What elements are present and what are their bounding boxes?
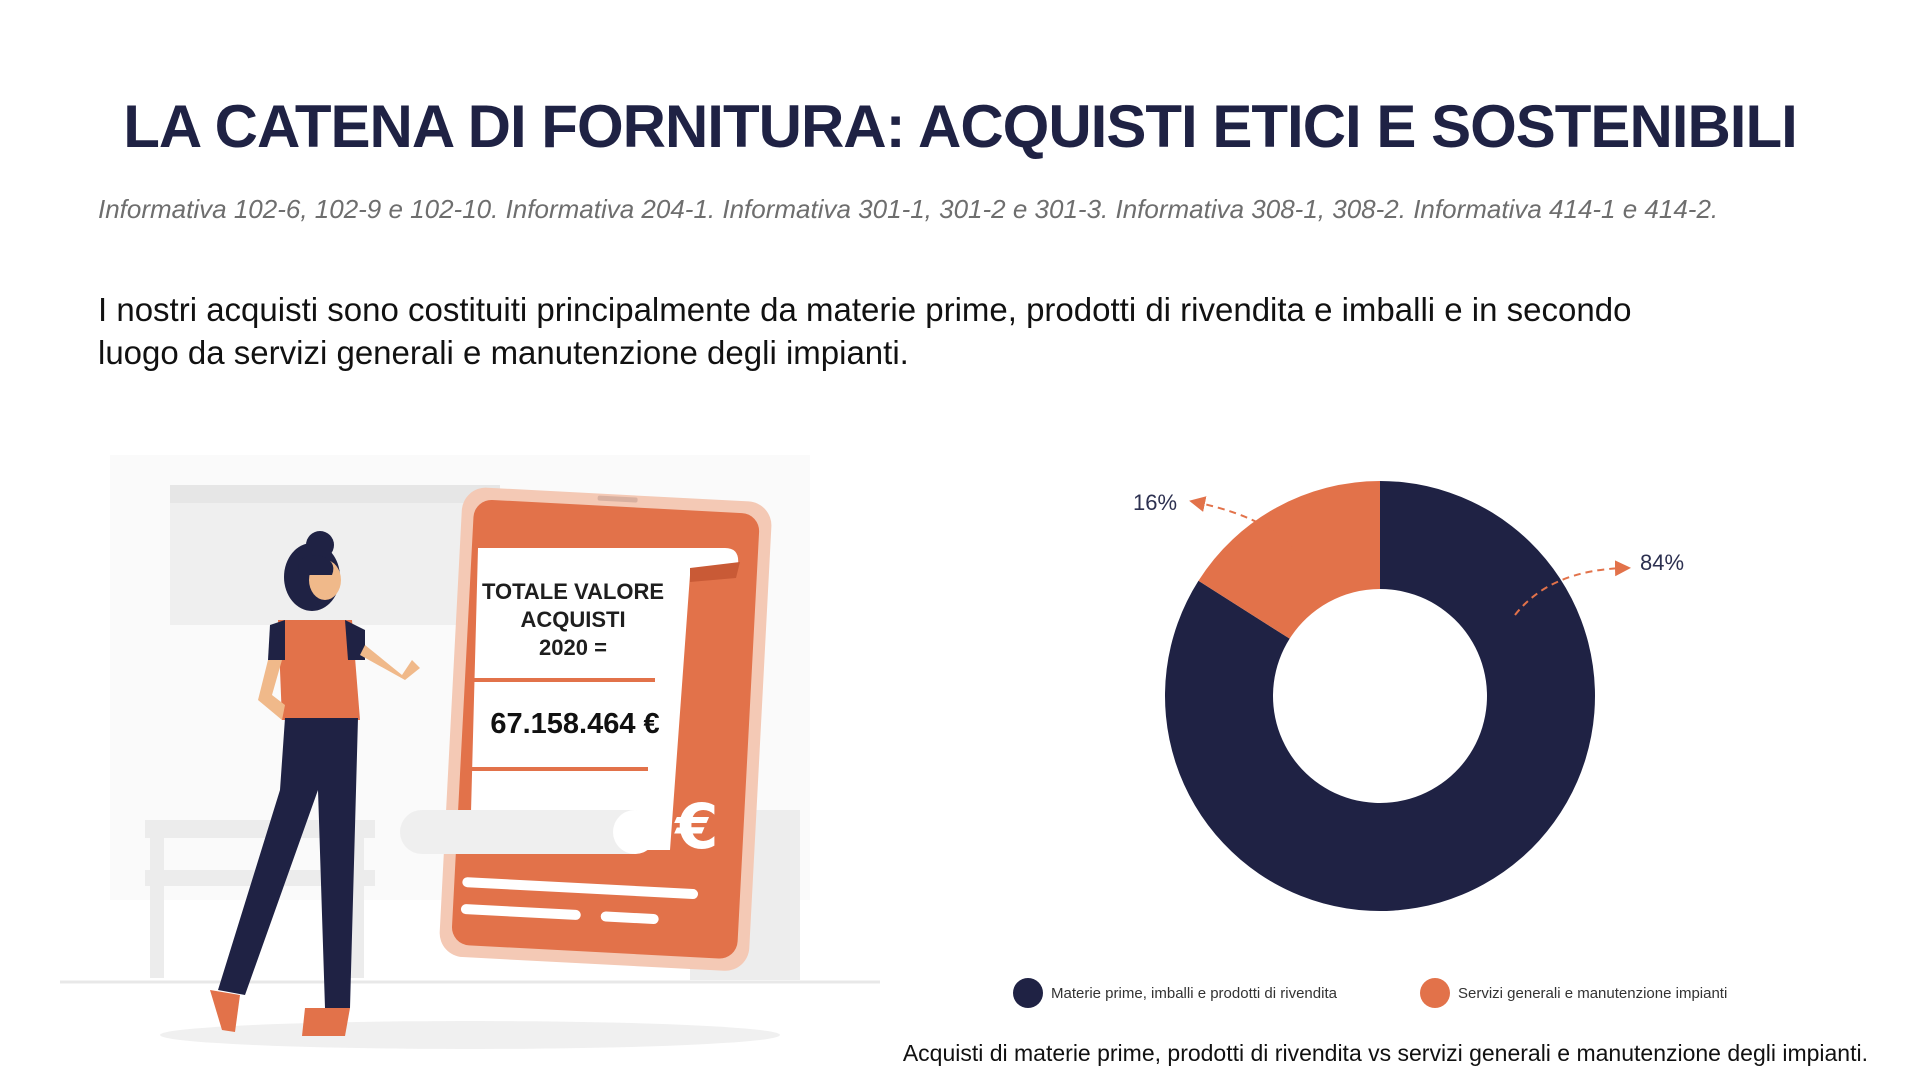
background-window: [170, 485, 500, 625]
woman-sleeve-left: [268, 620, 285, 660]
receipt-label-line-3: 2020 =: [539, 635, 607, 660]
receipt-total-amount: 67.158.464 €: [490, 708, 660, 740]
bench-top: [145, 820, 375, 838]
ground-shadow: [160, 1021, 780, 1049]
legend-item-materials: Materie prime, imballi e prodotti di riv…: [1013, 978, 1337, 1008]
woman-arm-left: [258, 660, 285, 720]
device-text-bar-2: [460, 904, 581, 920]
slice-label-16: 16%: [1133, 490, 1177, 515]
woman-top: [278, 620, 360, 720]
background-awning: [170, 485, 500, 503]
chart-caption: Acquisti di materie prime, prodotti di r…: [902, 1040, 1868, 1066]
legend-label-services: Servizi generali e manutenzione impianti: [1458, 984, 1728, 1002]
device-text-bar-1: [462, 877, 699, 900]
woman-sleeve-right: [345, 620, 365, 660]
receipt-roll-end: [613, 810, 657, 854]
woman-shoe-right: [302, 1008, 350, 1036]
disclosure-references: Informativa 102-6, 102-9 e 102-10. Infor…: [98, 194, 1719, 224]
receipt-rule-2: [466, 767, 648, 771]
donut-slice-materials: [1165, 481, 1595, 911]
label-arrow-84: [1514, 560, 1631, 616]
receipt-curl: [690, 562, 740, 582]
page-title: LA CATENA DI FORNITURA: ACQUISTI ETICI E…: [123, 93, 1798, 160]
device-text-bar-3: [600, 911, 659, 925]
receipt-label-line-1: TOTALE VALORE: [481, 579, 665, 604]
receipt-label-line-2: ACQUISTI: [520, 607, 626, 632]
euro-icon: €: [673, 790, 718, 863]
legend-swatch-navy: [1013, 978, 1043, 1008]
woman-fringe: [298, 555, 334, 575]
intro-paragraph: I nostri acquisti sono costituiti princi…: [98, 288, 1798, 374]
receipt-total-label: TOTALE VALORE ACQUISTI 2020 =: [458, 578, 688, 662]
device-speaker: [597, 495, 638, 503]
woman-shoe-left: [210, 990, 240, 1032]
woman-hair-bun: [306, 531, 334, 559]
receipt-roll: [400, 810, 655, 854]
slice-label-84: 84%: [1640, 550, 1684, 575]
intro-line-1: I nostri acquisti sono costituiti princi…: [98, 291, 1632, 328]
legend-swatch-orange: [1420, 978, 1450, 1008]
woman-trousers: [218, 718, 358, 1008]
purchase-illustration: €: [60, 455, 880, 1049]
legend-item-services: Servizi generali e manutenzione impianti: [1420, 978, 1727, 1008]
legend-label-materials: Materie prime, imballi e prodotti di riv…: [1051, 984, 1337, 1002]
intro-line-2: luogo da servizi generali e manutenzione…: [98, 334, 909, 371]
donut-slice-services: [1198, 481, 1380, 639]
label-arrow-16: [1189, 496, 1303, 563]
donut-chart: 84% 16%: [1133, 481, 1684, 911]
bench-leg-left: [150, 838, 164, 978]
receipt-paper: [470, 548, 739, 850]
woman-arm-right: [360, 645, 420, 680]
receipt-rule-1: [473, 678, 655, 682]
